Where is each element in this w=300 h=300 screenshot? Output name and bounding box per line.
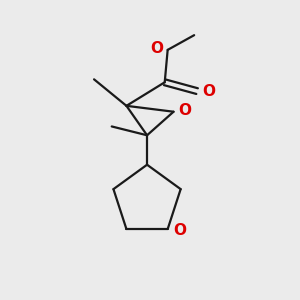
Text: O: O [174,223,187,238]
Text: O: O [178,103,191,118]
Text: O: O [150,41,163,56]
Text: O: O [202,84,215,99]
